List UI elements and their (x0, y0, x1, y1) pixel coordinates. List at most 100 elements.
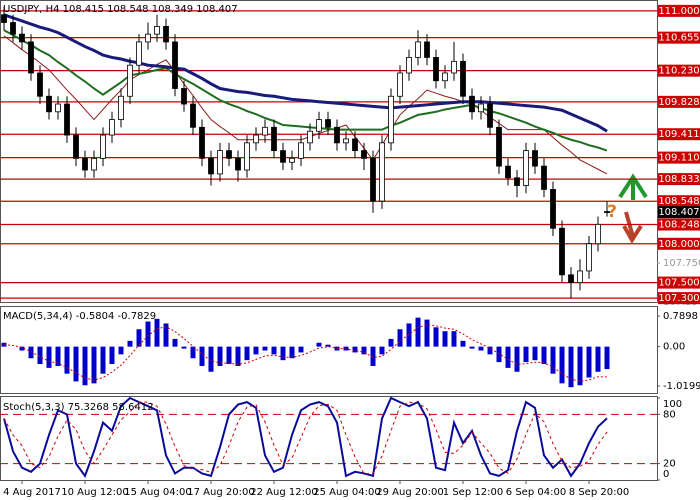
candle-body (298, 142, 304, 159)
candle-body (109, 119, 115, 136)
candle-body (235, 157, 241, 171)
level-label-box (658, 151, 700, 164)
macd-bar (55, 346, 61, 366)
candle-body (433, 57, 439, 82)
candle-body (199, 126, 205, 159)
macd-bar (136, 329, 142, 347)
candle-body (352, 138, 358, 152)
x-tick-label: 4 Aug 2017 (3, 487, 61, 498)
level-label: 109.828 (658, 97, 699, 108)
moving-average (3, 13, 608, 133)
level-label: 111.000 (658, 6, 699, 17)
macd-bar (46, 346, 52, 368)
level-label-box (658, 195, 700, 208)
x-tick-label: 6 Sep 04:00 (506, 487, 566, 498)
candle-body (73, 134, 79, 159)
candle-body (577, 270, 583, 283)
x-tick-label: 8 Sep 20:00 (569, 487, 629, 498)
candle-body (145, 33, 151, 43)
candle-body (118, 95, 124, 120)
macd-bar (505, 346, 511, 368)
down-arrow (622, 224, 643, 244)
level-label-box (658, 64, 700, 77)
candle-body (496, 126, 502, 167)
macd-bar (586, 346, 592, 378)
candle-body (469, 95, 475, 113)
macd-bar (577, 346, 583, 386)
macd-bar (226, 346, 232, 365)
level-label-box (658, 4, 700, 17)
macd-bar (172, 338, 178, 347)
candle-body (586, 243, 592, 272)
candle-body (559, 227, 565, 276)
candle-body (10, 22, 16, 35)
candle-body (55, 103, 61, 113)
macd-bar (487, 346, 493, 355)
x-tick-label: 1 Sep 12:00 (443, 487, 503, 498)
y-tick-label: 0 (663, 469, 669, 480)
candle-body (595, 223, 601, 245)
level-label-box (658, 95, 700, 108)
candle-body (406, 57, 412, 74)
macd-bar (298, 346, 304, 353)
price-panel-frame (0, 0, 658, 303)
x-tick-label: 15 Aug 04:00 (124, 487, 191, 498)
macd-bar (109, 346, 115, 365)
macd-bar (91, 346, 97, 384)
candle-body (325, 119, 331, 128)
y-tick-label: -1.0199 (663, 381, 700, 392)
macd-bar (235, 346, 241, 366)
macd-bar (280, 346, 286, 361)
macd-bar (289, 346, 295, 359)
macd-bar (397, 329, 403, 347)
macd-bar (595, 346, 601, 372)
stoch-line (3, 396, 608, 478)
candle-body (244, 142, 250, 171)
y-tick-label: 20 (663, 459, 676, 470)
x-tick-label: 22 Aug 12:00 (250, 487, 317, 498)
macd-bar (514, 346, 520, 372)
level-label-box (658, 173, 700, 186)
candle-body (487, 103, 493, 128)
macd-bar (559, 346, 565, 384)
macd-bar (37, 346, 43, 365)
annotation: ? (607, 202, 617, 222)
candle-body (397, 72, 403, 97)
level-label: 108.548 (658, 196, 699, 207)
macd-bar (244, 346, 250, 361)
level-label: 109.411 (658, 129, 699, 140)
candle-body (370, 157, 376, 202)
candle-body (37, 72, 43, 97)
macd-bar (100, 346, 106, 374)
candle-body (64, 103, 70, 136)
y-tick-label: 100 (663, 399, 682, 410)
candle-body (505, 165, 511, 179)
candle-body (82, 157, 88, 171)
panel-title: USDJPY, H4 108.415 108.548 108.349 108.4… (3, 4, 238, 15)
level-label-box (658, 237, 700, 250)
macd-panel-frame (0, 306, 658, 394)
candle-body (604, 211, 610, 213)
macd-bar (460, 340, 466, 347)
macd-bar (181, 346, 187, 349)
candle-body (451, 60, 457, 74)
moving-average (3, 29, 608, 152)
candle-body (460, 60, 466, 97)
candle-body (163, 25, 169, 43)
level-label-box (658, 31, 700, 44)
macd-bar (433, 327, 439, 347)
y-tick-label: 0.7898 (663, 311, 698, 322)
macd-bar (523, 346, 529, 363)
candle-body (442, 72, 448, 82)
candle-body (388, 95, 394, 144)
level-label: 110.655 (658, 33, 699, 44)
candle-body (262, 126, 268, 136)
candle-body (568, 274, 574, 283)
macd-bar (190, 346, 196, 359)
y-tick-label: 107.750 (663, 258, 700, 269)
candle-body (523, 150, 529, 186)
x-tick-label: 17 Aug 20:00 (187, 487, 254, 498)
macd-bar (478, 346, 484, 351)
